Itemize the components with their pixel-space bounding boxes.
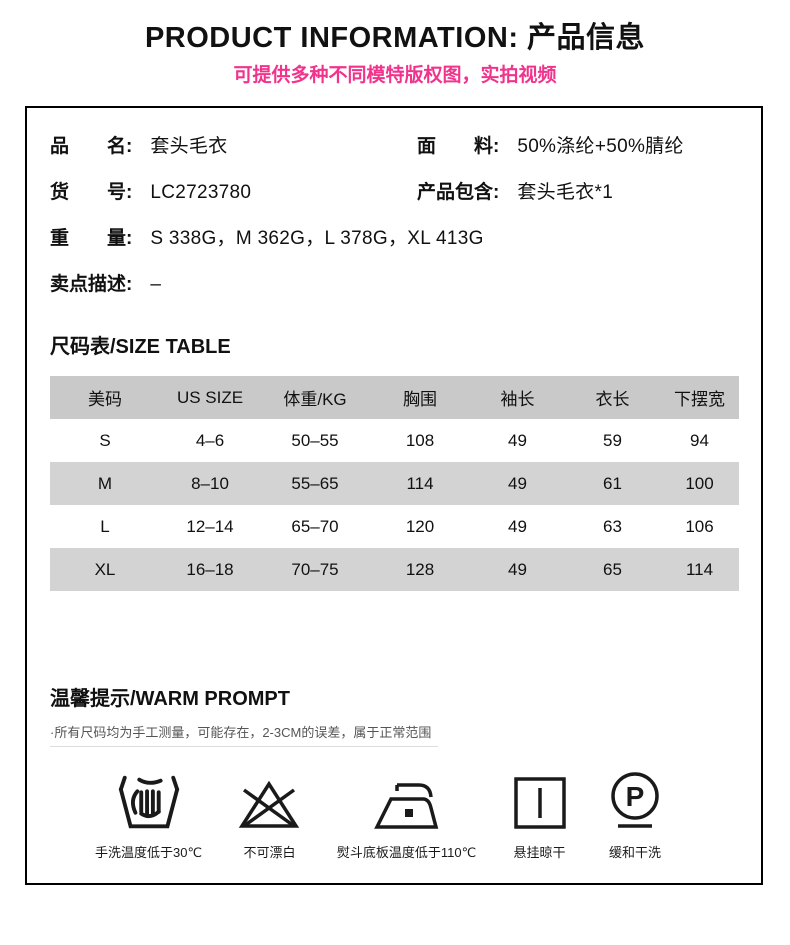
- table-row-size-s: S 4–6 50–55 108 49 59 94: [50, 419, 739, 462]
- table-cell: 128: [405, 559, 435, 579]
- field-value: 50%涤纶+50%腈纶: [517, 136, 684, 157]
- table-cell: 8–10: [191, 473, 229, 493]
- info-row-3: 重 量: S 338G，M 362G，L 378G，XL 413G: [50, 228, 737, 250]
- size-table-header-row: 美码 US SIZE 体重/KG 胸围 袖长 衣长 下摆宽: [50, 376, 739, 419]
- table-row-size-xl: XL 16–18 70–75 128 49 65 114: [50, 548, 739, 591]
- product-info-box: 品 名: 套头毛衣 面 料: 50%涤纶+50%腈纶 货 号: LC272378…: [25, 106, 763, 885]
- care-label: 悬挂晾干: [513, 845, 566, 860]
- page-title: PRODUCT INFORMATION: 产品信息: [144, 22, 646, 54]
- column-header: 体重/KG: [283, 390, 347, 409]
- field-label: 卖点描述:: [50, 274, 133, 295]
- care-item-do-not-bleach: 不可漂白: [237, 771, 301, 861]
- column-header: 袖长: [500, 390, 535, 409]
- iron-low-temp-icon: [373, 771, 440, 831]
- column-header: 下摆宽: [674, 390, 725, 409]
- table-row-size-l: L 12–14 65–70 120 49 63 106: [50, 505, 739, 548]
- info-row-2: 货 号: LC2723780 产品包含: 套头毛衣*1: [50, 182, 737, 204]
- warm-prompt-heading: 温馨提示/WARM PROMPT: [50, 688, 290, 710]
- table-cell: 120: [405, 516, 435, 536]
- table-cell: XL: [94, 559, 116, 579]
- field-label: 产品包含:: [417, 182, 500, 203]
- info-row-1: 品 名: 套头毛衣 面 料: 50%涤纶+50%腈纶: [50, 136, 737, 158]
- field-value: S 338G，M 362G，L 378G，XL 413G: [150, 228, 484, 249]
- hand-wash-icon: [116, 771, 182, 831]
- size-table-heading: 尺码表/SIZE TABLE: [50, 336, 231, 358]
- field-label: 品 名:: [50, 136, 133, 157]
- note-divider: [50, 746, 438, 747]
- table-cell: 65–70: [291, 516, 339, 536]
- column-header: US SIZE: [176, 387, 244, 407]
- table-cell: 70–75: [291, 559, 339, 579]
- table-cell: 50–55: [291, 430, 339, 450]
- field-package-contents: 产品包含: 套头毛衣*1: [417, 182, 613, 204]
- field-selling-point: 卖点描述: –: [50, 274, 161, 296]
- field-product-name: 品 名: 套头毛衣: [50, 136, 417, 158]
- table-cell: 94: [690, 430, 709, 450]
- field-label: 重 量:: [50, 228, 133, 249]
- field-value: 套头毛衣: [150, 136, 228, 157]
- table-cell: 49: [508, 516, 527, 536]
- care-item-hand-wash: 手洗温度低于30℃: [95, 771, 202, 861]
- gentle-dry-clean-icon: P: [603, 771, 667, 831]
- table-cell: 100: [685, 473, 714, 493]
- table-cell: 114: [685, 559, 714, 579]
- table-cell: M: [97, 473, 113, 493]
- do-not-bleach-icon: [237, 771, 301, 831]
- care-item-hang-dry: 悬挂晾干: [512, 771, 568, 861]
- product-info-page: PRODUCT INFORMATION: 产品信息 可提供多种不同模特版权图，实…: [0, 22, 790, 885]
- care-item-iron-low: 熨斗底板温度低于110℃: [337, 771, 476, 861]
- field-fabric: 面 料: 50%涤纶+50%腈纶: [417, 136, 684, 158]
- field-label: 面 料:: [417, 136, 500, 157]
- table-cell: 59: [603, 430, 622, 450]
- care-label: 手洗温度低于30℃: [95, 845, 203, 860]
- size-table: 美码 US SIZE 体重/KG 胸围 袖长 衣长 下摆宽 S 4–6 50–5…: [50, 376, 739, 591]
- care-label: 缓和干洗: [608, 845, 661, 860]
- care-item-gentle-dry-clean: P 缓和干洗: [603, 771, 667, 861]
- table-cell: 49: [508, 473, 527, 493]
- hang-dry-icon: [512, 771, 568, 831]
- table-cell: 4–6: [195, 430, 225, 450]
- column-header: 衣长: [595, 390, 630, 409]
- measurement-note: ·所有尺码均为手工测量，可能存在，2-3CM的误差，属于正常范围: [50, 725, 432, 740]
- field-weight: 重 量: S 338G，M 362G，L 378G，XL 413G: [50, 228, 484, 250]
- table-cell: 65: [603, 559, 622, 579]
- field-value: 套头毛衣*1: [517, 182, 614, 203]
- table-cell: 114: [406, 473, 434, 493]
- table-cell: 49: [508, 430, 527, 450]
- care-label: 熨斗底板温度低于110℃: [336, 845, 477, 860]
- page-subtitle: 可提供多种不同模特版权图，实拍视频: [233, 65, 557, 86]
- care-instructions-row: 手洗温度低于30℃ 不可漂白: [50, 747, 737, 861]
- table-cell: 106: [685, 516, 714, 536]
- field-label: 货 号:: [50, 182, 133, 203]
- table-cell: 12–14: [186, 516, 234, 536]
- field-value: –: [150, 274, 162, 295]
- info-row-4: 卖点描述: –: [50, 274, 737, 296]
- table-cell: 63: [603, 516, 622, 536]
- table-cell: L: [100, 516, 110, 536]
- table-cell: S: [99, 430, 111, 450]
- column-header: 胸围: [403, 390, 437, 409]
- table-cell: 16–18: [186, 559, 234, 579]
- table-cell: 55–65: [291, 473, 339, 493]
- care-label: 不可漂白: [243, 845, 296, 860]
- table-cell: 49: [508, 559, 527, 579]
- table-row-size-m: M 8–10 55–65 114 49 61 100: [50, 462, 739, 505]
- table-cell: 108: [405, 430, 435, 450]
- column-header: 美码: [88, 390, 122, 409]
- field-value: LC2723780: [150, 182, 252, 203]
- svg-text:P: P: [626, 781, 645, 812]
- field-item-number: 货 号: LC2723780: [50, 182, 417, 204]
- table-cell: 61: [603, 473, 622, 493]
